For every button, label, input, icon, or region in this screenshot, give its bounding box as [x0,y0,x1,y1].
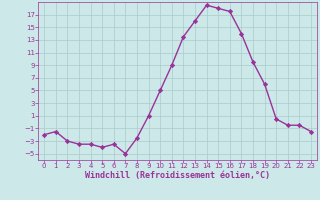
X-axis label: Windchill (Refroidissement éolien,°C): Windchill (Refroidissement éolien,°C) [85,171,270,180]
